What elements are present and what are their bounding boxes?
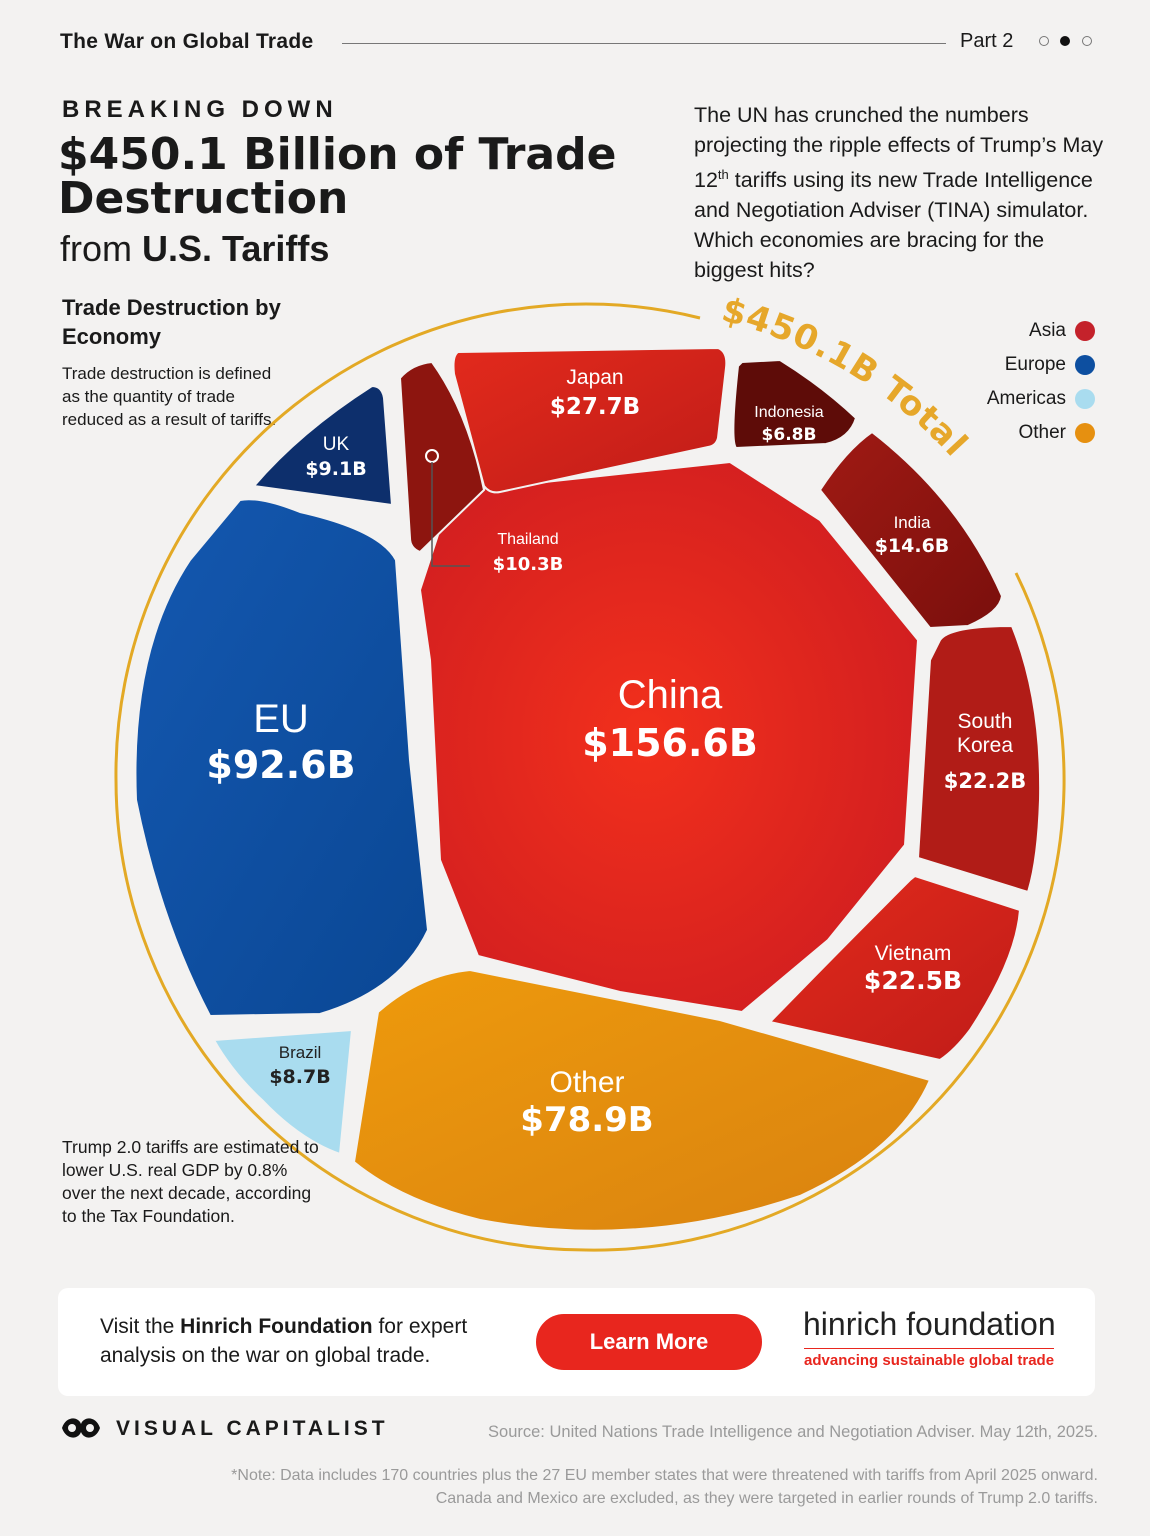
cell-india[interactable] <box>818 430 1004 630</box>
page-dot-3[interactable] <box>1082 36 1092 46</box>
kicker: BREAKING DOWN <box>62 96 338 123</box>
cell-label-china: China <box>618 673 723 717</box>
cta-prefix: Visit the <box>100 1315 181 1338</box>
intro-paragraph: The UN has crunched the numbers projecti… <box>694 100 1114 285</box>
intro-part1: The UN has crunched the numbers projecti… <box>694 103 1104 193</box>
legend-item-americas: Americas <box>987 382 1095 416</box>
legend-label: Americas <box>986 388 1066 409</box>
page-dot-1[interactable] <box>1039 36 1049 46</box>
region-legend: Asia Europe Americas Other <box>987 314 1095 450</box>
page-dot-2-active[interactable] <box>1060 36 1070 46</box>
legend-swatch <box>1075 423 1095 443</box>
note-text: *Note: Data includes 170 countries plus … <box>58 1464 1098 1510</box>
cell-label-thailand: Thailand <box>497 531 558 548</box>
cell-eu[interactable] <box>134 498 430 1018</box>
partner-logo-name[interactable]: hinrich foundation <box>803 1306 1056 1342</box>
source-text: Source: United Nations Trade Intelligenc… <box>488 1423 1098 1441</box>
voronoi-chart: $450.1B Total China$156.6BEU$92.6BOther$… <box>114 290 1066 1252</box>
cell-vietnam[interactable] <box>768 874 1022 1062</box>
legend-item-europe: Europe <box>987 348 1095 382</box>
legend-swatch <box>1075 355 1095 375</box>
cell-china[interactable] <box>418 460 920 1014</box>
subhead: from U.S. Tariffs <box>60 228 329 270</box>
brand[interactable]: VISUAL CAPITALIST <box>60 1414 389 1444</box>
cta-text: Visit the Hinrich Foundation for expert … <box>100 1312 520 1370</box>
cell-label-other: Other <box>549 1066 624 1099</box>
cell-label-south-korea: Korea <box>957 734 1013 757</box>
note-line-1: *Note: Data includes 170 countries plus … <box>231 1467 1098 1484</box>
cell-brazil[interactable] <box>212 1028 354 1156</box>
cell-label-brazil: Brazil <box>279 1043 322 1062</box>
thailand-leader-line <box>431 462 470 567</box>
cell-label-eu: EU <box>253 697 309 741</box>
subhead-prefix: from <box>60 228 143 269</box>
cell-south-korea[interactable] <box>916 624 1042 894</box>
cell-value-japan: $27.7B <box>550 394 640 420</box>
cell-label-south-korea: South <box>958 710 1013 733</box>
legend-label: Other <box>1018 422 1066 443</box>
cell-value-indonesia: $6.8B <box>762 425 817 445</box>
headline: $450.1 Billion of Trade Destruction <box>58 129 617 224</box>
cta-suffix: for expert analysis on the war on global… <box>100 1315 468 1367</box>
legend-item-other: Other <box>987 416 1095 450</box>
legend-title: Trade Destruction by Economy <box>62 295 281 349</box>
cell-value-uk: $9.1B <box>305 458 366 480</box>
partner-tagline: advancing sustainable global trade <box>804 1348 1055 1369</box>
cell-value-vietnam: $22.5B <box>864 966 962 995</box>
cell-value-thailand: $10.3B <box>493 554 564 575</box>
note-line-2: Canada and Mexico are excluded, as they … <box>435 1490 1098 1507</box>
series-title: The War on Global Trade <box>60 30 314 53</box>
visual-capitalist-logo-icon <box>62 1418 100 1438</box>
legend-swatch <box>1075 389 1095 409</box>
cell-japan[interactable] <box>452 346 728 494</box>
cell-thailand[interactable] <box>398 360 486 554</box>
cell-label-indonesia: Indonesia <box>754 404 823 421</box>
legend-swatch <box>1075 321 1095 341</box>
legend-description: Trade destruction is defined as the quan… <box>62 364 277 429</box>
cell-label-uk: UK <box>323 434 350 455</box>
subhead-bold: U.S. Tariffs <box>142 228 330 269</box>
intro-sup: th <box>717 167 729 182</box>
gdp-footnote: Trump 2.0 tariffs are estimated to lower… <box>62 1137 319 1226</box>
intro-part2: tariffs using its new Trade Intelligence… <box>694 168 1093 283</box>
cell-value-south-korea: $22.2B <box>944 769 1026 793</box>
legend-item-asia: Asia <box>987 314 1095 348</box>
cell-indonesia[interactable] <box>732 358 858 450</box>
cell-value-india: $14.6B <box>875 535 950 557</box>
cell-label-japan: Japan <box>566 366 623 389</box>
cta-bold: Hinrich Foundation <box>180 1315 373 1338</box>
cell-label-vietnam: Vietnam <box>875 942 952 965</box>
cell-other[interactable] <box>352 968 932 1232</box>
cell-label-india: India <box>894 513 931 532</box>
header-rule <box>342 43 946 44</box>
legend-label: Europe <box>1004 354 1066 375</box>
legend-label: Asia <box>1029 320 1066 341</box>
outer-ring <box>114 302 1066 1252</box>
cell-value-brazil: $8.7B <box>269 1066 330 1088</box>
learn-more-button[interactable]: Learn More <box>536 1314 762 1370</box>
brand-name: VISUAL CAPITALIST <box>116 1417 389 1440</box>
cta-banner: Visit the Hinrich Foundation for expert … <box>58 1288 1095 1396</box>
cell-uk[interactable] <box>252 384 394 507</box>
cell-value-china: $156.6B <box>582 721 758 765</box>
cell-value-eu: $92.6B <box>206 743 355 787</box>
part-label: Part 2 <box>960 30 1014 52</box>
cell-value-other: $78.9B <box>520 1100 653 1140</box>
